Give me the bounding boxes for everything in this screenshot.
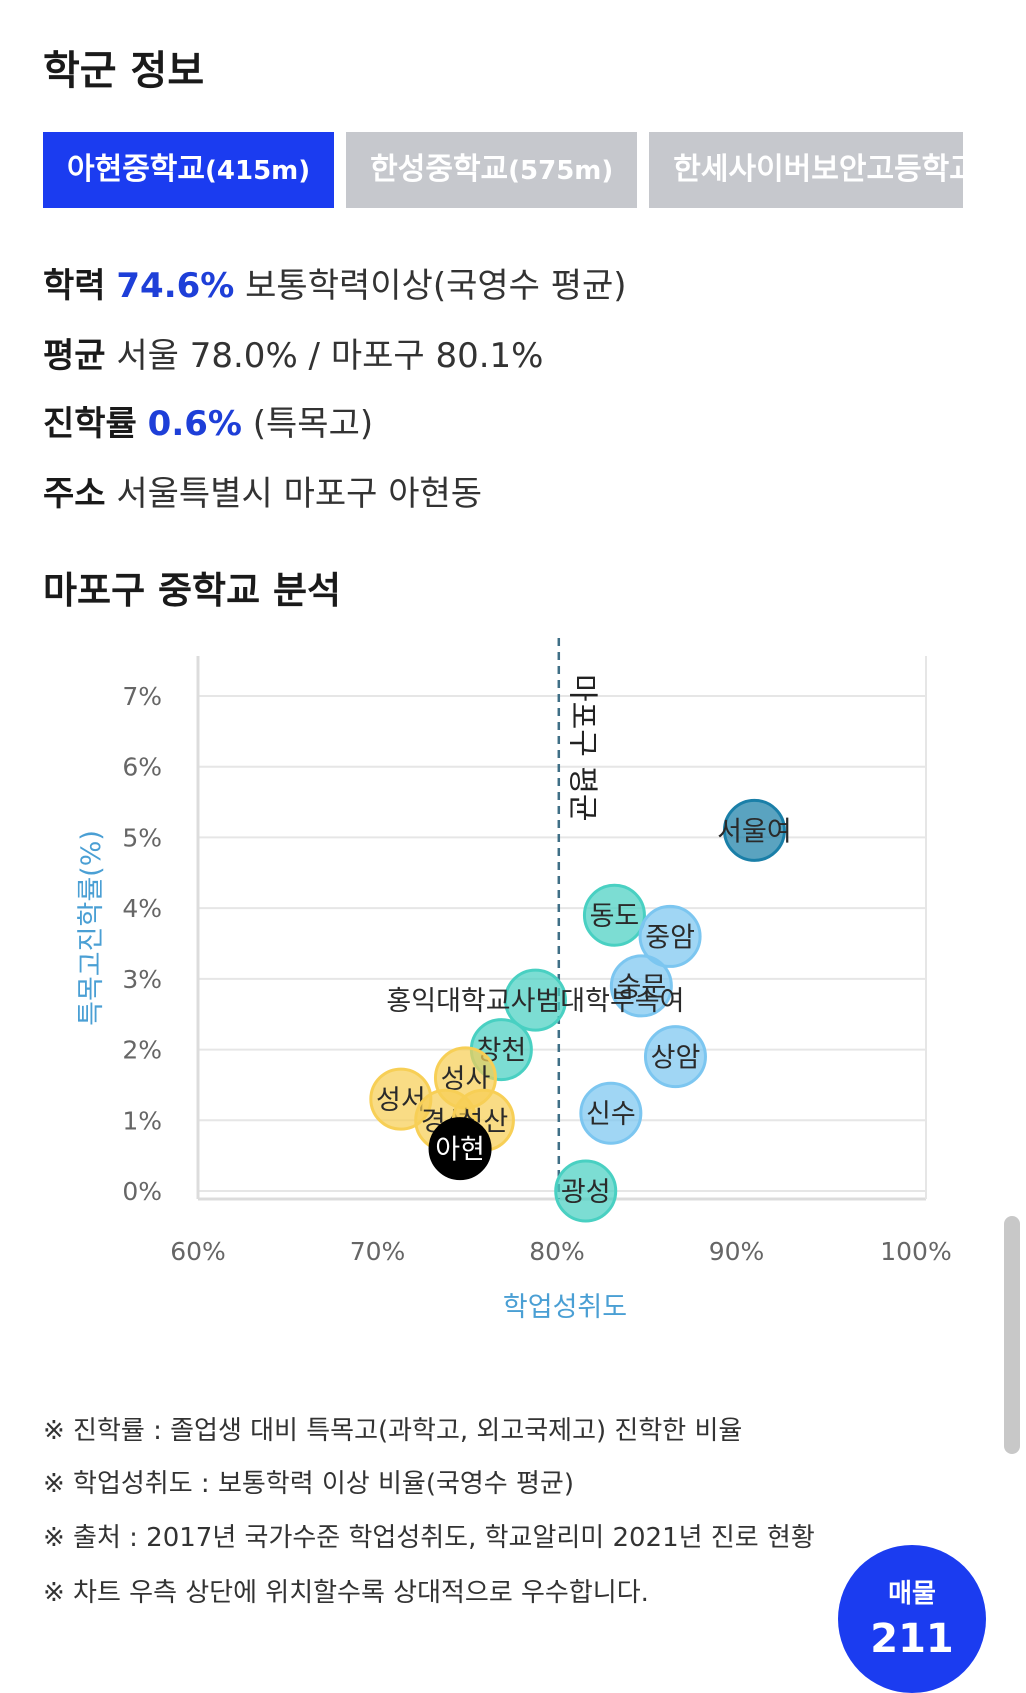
average-reference-label: 마포구 평균: [564, 674, 599, 822]
info-label: 주소: [43, 474, 106, 514]
school-district-title: 학군 정보: [43, 48, 205, 94]
tab-school-name: 한세사이버보안고등학교: [673, 152, 963, 187]
data-point: [722, 798, 786, 862]
data-point-label: 신수: [586, 1099, 636, 1130]
x-tick-label: 70%: [350, 1237, 406, 1266]
listings-label: 매물: [888, 1579, 936, 1609]
data-point: [503, 968, 567, 1032]
listings-count: 211: [870, 1616, 954, 1662]
info-text: (특목고): [241, 404, 374, 444]
footnote: ※ 학업성취도 : 보통학력 이상 비율(국영수 평균): [43, 1469, 574, 1499]
data-point: [554, 1159, 618, 1223]
y-tick-label: 0%: [122, 1177, 162, 1206]
data-point-label: 광성: [561, 1177, 611, 1208]
y-tick-label: 1%: [122, 1106, 162, 1135]
info-label: 평균: [43, 336, 106, 376]
district-analysis-title: 마포구 중학교 분석: [43, 569, 342, 612]
tab-school-1[interactable]: 아현중학교(415m): [43, 132, 335, 208]
info-address-row: 주소 서울특별시 마포구 아현동: [43, 466, 482, 515]
info-label: 학력: [43, 266, 106, 306]
data-point-label: 홍익대학교사범대학부속여: [386, 986, 684, 1017]
tab-school-3[interactable]: 한세사이버보안고등학교: [649, 132, 963, 208]
y-tick-label: 5%: [122, 823, 162, 852]
scrollbar-thumb[interactable]: [1004, 1216, 1020, 1454]
footnote: ※ 진학률 : 졸업생 대비 특목고(과학고, 외고국제고) 진학한 비율: [43, 1416, 743, 1446]
data-point-label: 상암: [651, 1043, 701, 1074]
data-point-label: 동도: [590, 901, 640, 932]
data-point-label: 숭문: [617, 972, 667, 1003]
data-point: [579, 1081, 643, 1145]
tab-school-name: 한성중학교: [370, 152, 509, 187]
x-axis-title: 학업성취도: [503, 1292, 627, 1323]
x-tick-label: 100%: [880, 1237, 951, 1266]
x-tick-label: 90%: [709, 1237, 765, 1266]
tab-school-2[interactable]: 한성중학교(575m): [346, 132, 638, 208]
info-value: 0.6%: [147, 404, 242, 444]
data-point: [582, 883, 646, 947]
data-point: [609, 954, 673, 1018]
listings-button[interactable]: 매물 211: [838, 1545, 986, 1693]
footnote: ※ 출처 : 2017년 국가수준 학업성취도, 학교알리미 2021년 진로 …: [43, 1523, 815, 1553]
info-average-row: 평균 서울 78.0% / 마포구 80.1%: [43, 328, 543, 377]
y-tick-label: 7%: [122, 682, 162, 711]
footnote: ※ 차트 우측 상단에 위치할수록 상대적으로 우수합니다.: [43, 1578, 649, 1608]
data-point-label: 중암: [645, 922, 695, 953]
y-tick-label: 4%: [122, 894, 162, 923]
data-point: [643, 1025, 707, 1089]
y-tick-label: 3%: [122, 965, 162, 994]
tab-school-name: 아현중학교: [67, 152, 205, 187]
info-academic-row: 학력 74.6% 보통학력이상(국영수 평균): [43, 258, 627, 307]
info-text: 서울특별시 마포구 아현동: [105, 474, 483, 514]
info-value: 74.6%: [116, 266, 235, 306]
school-tabs: 아현중학교(415m) 한성중학교(575m) 한세사이버보안고등학교: [43, 132, 963, 208]
data-point-label: 아현: [435, 1135, 485, 1166]
tab-school-distance: (575m): [508, 156, 614, 186]
x-tick-label: 80%: [529, 1237, 585, 1266]
info-text: 보통학력이상(국영수 평균): [234, 266, 627, 306]
info-text: 서울 78.0% / 마포구 80.1%: [105, 336, 544, 376]
data-point: [638, 904, 702, 968]
scatter-chart: 0% 1% 2% 3% 4% 5% 6% 7% 60% 70% 80% 90% 100% 학업성취도 특목고…: [76, 638, 952, 1323]
tab-school-distance: (415m): [205, 156, 311, 186]
data-point: [428, 1117, 492, 1181]
y-tick-label: 6%: [122, 753, 162, 782]
info-label: 진학률: [43, 404, 137, 444]
data-point-label: 서울여: [717, 816, 792, 847]
y-axis-title: 특목고진학률(%): [76, 830, 107, 1026]
info-advancement-row: 진학률 0.6% (특목고): [43, 396, 373, 445]
y-tick-label: 2%: [122, 1036, 162, 1065]
x-tick-label: 60%: [170, 1237, 226, 1266]
